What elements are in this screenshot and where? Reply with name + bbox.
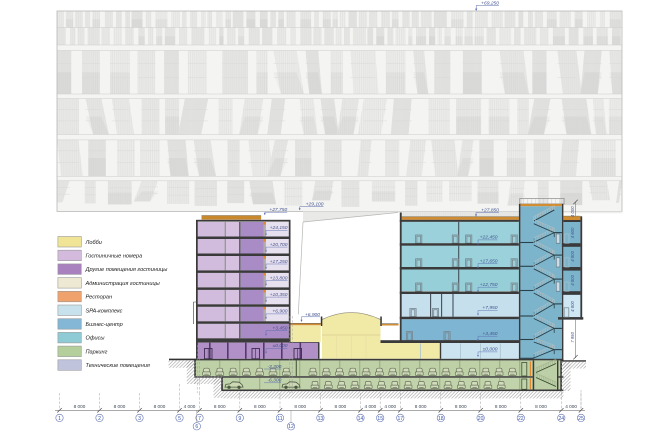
svg-text:Паркинг: Паркинг <box>86 349 108 355</box>
svg-text:Бизнес-центр: Бизнес-центр <box>86 322 123 328</box>
svg-text:+10,350: +10,350 <box>270 292 288 298</box>
svg-text:+6,900: +6,900 <box>272 309 287 315</box>
svg-text:25: 25 <box>578 416 584 422</box>
svg-text:24: 24 <box>558 416 564 422</box>
svg-text:+6,900: +6,900 <box>305 312 320 318</box>
svg-text:14: 14 <box>358 416 364 422</box>
svg-text:11: 11 <box>277 416 282 422</box>
svg-text:4 000: 4 000 <box>565 404 577 409</box>
svg-text:+17,250: +17,250 <box>270 259 288 265</box>
svg-text:4 800: 4 800 <box>570 274 575 285</box>
svg-text:5: 5 <box>178 416 181 422</box>
svg-text:4 000: 4 000 <box>384 404 396 409</box>
svg-text:20: 20 <box>478 416 484 422</box>
svg-text:12: 12 <box>288 424 294 430</box>
svg-text:+27,750: +27,750 <box>269 207 287 213</box>
svg-text:3: 3 <box>138 416 141 422</box>
svg-text:8 000: 8 000 <box>114 404 126 409</box>
svg-text:+20,700: +20,700 <box>270 242 288 248</box>
svg-text:4 000: 4 000 <box>184 404 196 409</box>
svg-text:9: 9 <box>238 416 241 422</box>
svg-text:+22,450: +22,450 <box>480 235 498 241</box>
svg-text:4 000: 4 000 <box>570 206 575 217</box>
svg-text:Гостиничные номера: Гостиничные номера <box>86 254 143 260</box>
svg-text:Другие помещения гостиницы: Другие помещения гостиницы <box>85 267 168 273</box>
svg-text:Офисы: Офисы <box>86 336 105 342</box>
svg-text:-3,300: -3,300 <box>267 364 281 370</box>
svg-text:+7,950: +7,950 <box>482 305 497 311</box>
svg-text:+24,150: +24,150 <box>270 225 288 231</box>
svg-text:7: 7 <box>198 416 201 422</box>
svg-text:4 600: 4 600 <box>570 227 575 238</box>
svg-text:+17,650: +17,650 <box>480 258 498 264</box>
svg-text:8 000: 8 000 <box>154 404 166 409</box>
svg-text:1: 1 <box>58 416 61 422</box>
svg-text:+12,750: +12,750 <box>480 282 498 288</box>
svg-text:+69,250: +69,250 <box>481 1 499 7</box>
svg-text:8 000: 8 000 <box>455 404 467 409</box>
svg-text:13: 13 <box>318 416 324 422</box>
svg-text:8 000: 8 000 <box>294 404 306 409</box>
svg-text:8 000: 8 000 <box>535 404 547 409</box>
svg-text:+29,100: +29,100 <box>306 202 324 208</box>
svg-text:8 000: 8 000 <box>415 404 427 409</box>
svg-text:Лобби: Лобби <box>85 240 102 246</box>
svg-text:22: 22 <box>518 416 524 422</box>
svg-text:+27,850: +27,850 <box>481 207 499 213</box>
svg-text:Администрация гостиницы: Администрация гостиницы <box>85 281 160 287</box>
svg-text:6: 6 <box>195 424 198 430</box>
svg-text:8 000: 8 000 <box>335 404 347 409</box>
svg-text:Технические помещения: Технические помещения <box>86 363 150 369</box>
svg-text:+3,450: +3,450 <box>482 331 497 337</box>
svg-text:4 800: 4 800 <box>570 301 575 312</box>
svg-text:4 000: 4 000 <box>365 404 377 409</box>
svg-text:+3,450: +3,450 <box>272 325 287 331</box>
svg-text:±0,000: ±0,000 <box>483 347 498 353</box>
svg-text:8 000: 8 000 <box>495 404 507 409</box>
svg-text:SPA-комплекс: SPA-комплекс <box>86 308 123 314</box>
svg-text:Ресторан: Ресторан <box>86 295 113 301</box>
svg-text:4 800: 4 800 <box>570 250 575 261</box>
svg-text:8 000: 8 000 <box>74 404 86 409</box>
svg-text:15: 15 <box>377 416 383 422</box>
svg-text:18: 18 <box>438 416 444 422</box>
svg-text:17: 17 <box>397 416 403 422</box>
svg-text:8 000: 8 000 <box>254 404 266 409</box>
svg-text:8 000: 8 000 <box>214 404 226 409</box>
svg-text:2: 2 <box>98 416 101 422</box>
svg-text:+13,800: +13,800 <box>270 275 288 281</box>
svg-text:7 950: 7 950 <box>570 331 575 342</box>
svg-text:-6,300: -6,300 <box>267 378 281 384</box>
svg-text:±0,000: ±0,000 <box>273 343 288 349</box>
